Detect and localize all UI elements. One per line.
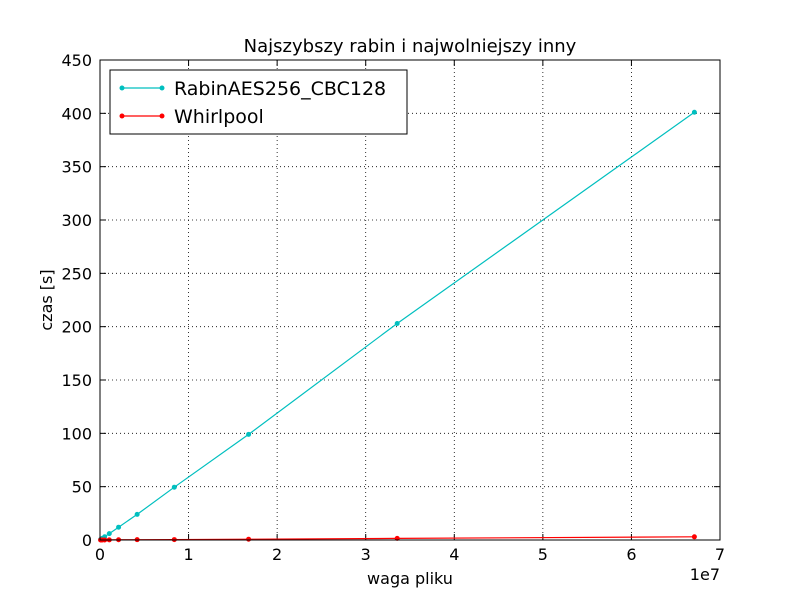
x-tick-label: 3 bbox=[361, 545, 371, 564]
legend-marker bbox=[159, 85, 165, 91]
x-tick-label: 2 bbox=[272, 545, 282, 564]
y-tick-label: 0 bbox=[82, 531, 92, 550]
x-tick-label: 0 bbox=[95, 545, 105, 564]
y-tick-label: 400 bbox=[61, 104, 92, 123]
x-axis-label: waga pliku bbox=[367, 569, 453, 588]
legend-marker bbox=[159, 113, 165, 119]
data-point bbox=[246, 536, 252, 542]
y-tick-label: 250 bbox=[61, 264, 92, 283]
x-tick-label: 1 bbox=[183, 545, 193, 564]
data-point bbox=[246, 431, 252, 437]
data-point bbox=[116, 524, 122, 530]
x-offset-label: 1e7 bbox=[690, 565, 720, 584]
y-axis-label: czas [s] bbox=[37, 269, 56, 330]
x-tick-label: 4 bbox=[449, 545, 459, 564]
data-point bbox=[171, 484, 177, 490]
data-point bbox=[691, 534, 697, 540]
plot-frame bbox=[99, 59, 721, 541]
y-tick-label: 450 bbox=[61, 51, 92, 70]
legend-box bbox=[109, 69, 408, 135]
legend: RabinAES256_CBC128 Whirlpool bbox=[109, 69, 408, 135]
y-tick-label: 200 bbox=[61, 318, 92, 337]
y-tick-label: 150 bbox=[61, 371, 92, 390]
x-tick-label: 7 bbox=[715, 545, 725, 564]
legend-label: RabinAES256_CBC128 bbox=[174, 78, 386, 100]
legend-marker bbox=[119, 85, 125, 91]
y-tick-label: 350 bbox=[61, 158, 92, 177]
data-point bbox=[134, 511, 140, 517]
chart-title: Najszybszy rabin i najwolniejszy inny bbox=[244, 36, 577, 57]
y-tick-label: 50 bbox=[72, 478, 92, 497]
data-point bbox=[394, 320, 400, 326]
data-point bbox=[106, 531, 112, 537]
x-tick-label: 5 bbox=[538, 545, 548, 564]
data-point bbox=[691, 109, 697, 115]
legend-marker bbox=[119, 113, 125, 119]
legend-label: Whirlpool bbox=[174, 106, 264, 128]
x-tick-label: 6 bbox=[626, 545, 636, 564]
y-tick-label: 300 bbox=[61, 211, 92, 230]
y-tick-label: 100 bbox=[61, 424, 92, 443]
